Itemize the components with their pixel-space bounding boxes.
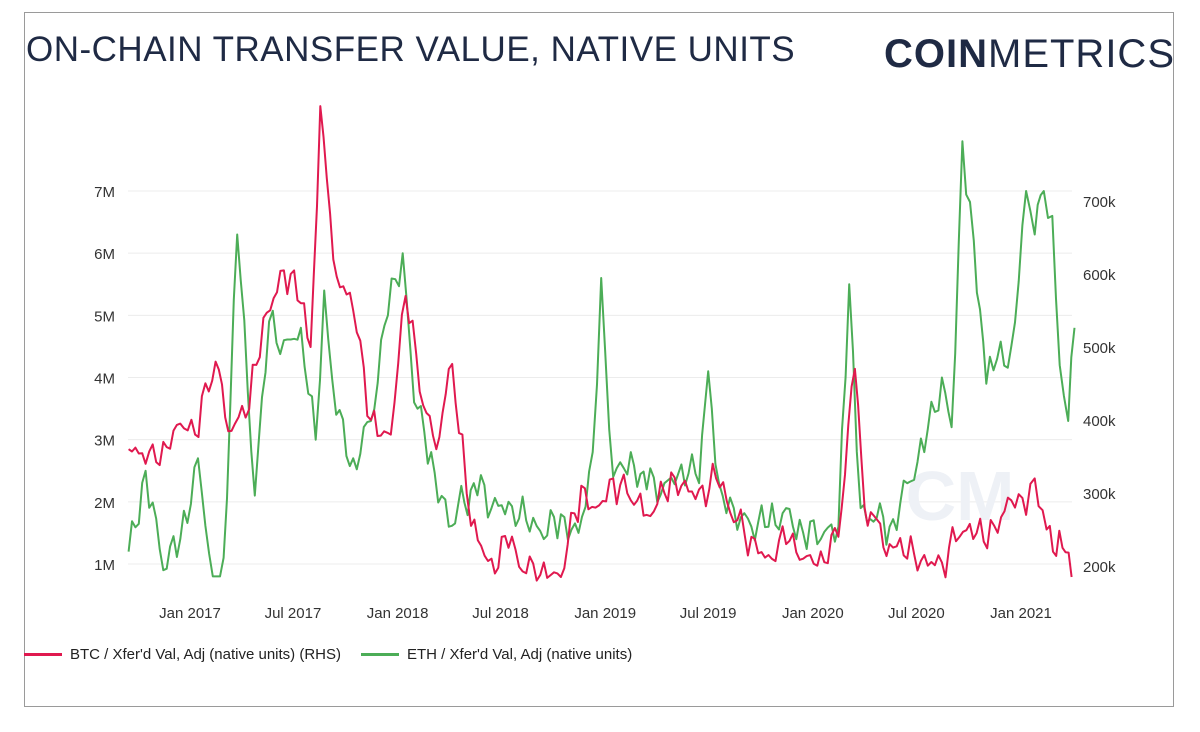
btc-series-line [128, 105, 1073, 582]
legend-swatch-eth [361, 653, 400, 656]
y-left-tick-label: 1M [94, 557, 115, 574]
logo-light-text: METRICS [988, 32, 1175, 76]
watermark-logo: CM [906, 457, 1015, 535]
y-right-tick-label: 500k [1083, 340, 1116, 357]
y-right-tick-label: 300k [1083, 486, 1116, 503]
x-tick-label: Jan 2017 [159, 605, 221, 622]
y-left-tick-label: 4M [94, 371, 115, 388]
legend-swatch-btc [24, 653, 62, 656]
legend-label-eth: ETH / Xfer'd Val, Adj (native units) [407, 646, 633, 663]
y-left-tick-label: 5M [94, 308, 115, 325]
coinmetrics-logo: COINMETRICS [884, 32, 1175, 77]
y-right-tick-label: 400k [1083, 413, 1116, 430]
x-tick-label: Jan 2020 [782, 605, 844, 622]
legend-item-eth[interactable]: ETH / Xfer'd Val, Adj (native units) [361, 646, 632, 663]
y-right-tick-label: 200k [1083, 559, 1116, 576]
x-tick-label: Jul 2019 [680, 605, 737, 622]
logo-bold-text: COIN [884, 32, 988, 76]
chart-title: ON-CHAIN TRANSFER VALUE, NATIVE UNITS [26, 30, 796, 69]
x-tick-label: Jan 2018 [367, 605, 429, 622]
chart-frame [24, 12, 1174, 707]
y-left-tick-label: 3M [94, 433, 115, 450]
eth-series-line [127, 140, 1076, 578]
legend-item-btc[interactable]: BTC / Xfer'd Val, Adj (native units) (RH… [24, 646, 341, 663]
y-left-tick-label: 7M [94, 184, 115, 201]
x-tick-label: Jul 2018 [472, 605, 529, 622]
legend-label-btc: BTC / Xfer'd Val, Adj (native units) (RH… [70, 646, 342, 663]
y-right-tick-label: 700k [1083, 194, 1116, 211]
chart-legend: BTC / Xfer'd Val, Adj (native units) (RH… [24, 646, 652, 663]
x-tick-label: Jan 2021 [990, 605, 1052, 622]
line-chart: 1M 2M 3M 4M 5M 6M 7M 200k 300k 400k 500k 600k 700k Ja… [94, 105, 1116, 622]
x-tick-label: Jul 2020 [888, 605, 945, 622]
y-left-tick-label: 2M [94, 495, 115, 512]
y-right-tick-label: 600k [1083, 267, 1116, 284]
x-tick-label: Jan 2019 [574, 605, 636, 622]
x-tick-label: Jul 2017 [265, 605, 322, 622]
y-left-tick-label: 6M [94, 246, 115, 263]
